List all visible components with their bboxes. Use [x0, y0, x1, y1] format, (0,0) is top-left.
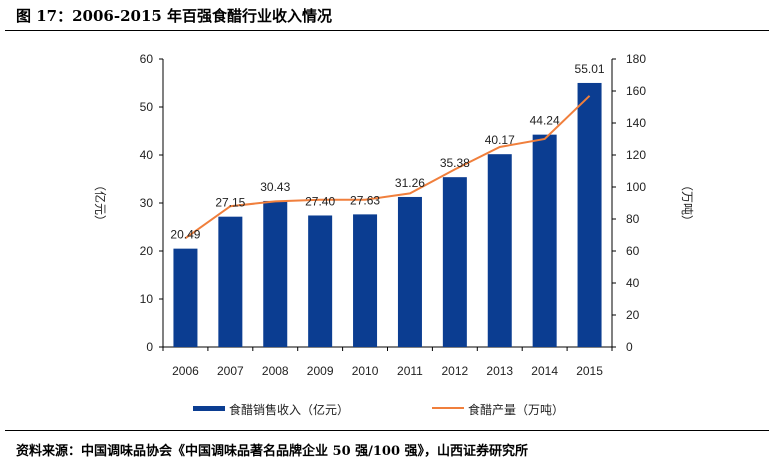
x-tick-label: 2007: [217, 364, 244, 378]
top-divider: [5, 30, 769, 31]
right-tick-label: 160: [626, 84, 646, 98]
data-label: 30.43: [260, 180, 290, 194]
right-tick-label: 20: [626, 308, 640, 322]
legend-line-label: 食醋产量（万吨）: [468, 402, 564, 417]
line-series: [184, 95, 591, 240]
left-tick-label: 0: [146, 340, 153, 354]
source-note: 资料来源：中国调味品协会《中国调味品著名品牌企业 50 强/100 强》，山西证…: [16, 444, 529, 459]
right-tick-label: 140: [626, 116, 646, 130]
left-tick-label: 50: [140, 100, 154, 114]
data-label: 27.40: [305, 194, 335, 208]
left-tick-label: 40: [140, 148, 154, 162]
right-tick-label: 100: [626, 180, 646, 194]
bar-2012: [442, 177, 467, 347]
bottom-divider: [5, 430, 769, 431]
data-label: 27.15: [215, 196, 245, 210]
right-tick-label: 60: [626, 244, 640, 258]
right-tick-label: 40: [626, 276, 640, 290]
right-axis-title: （万吨）: [680, 179, 694, 227]
data-label: 55.01: [575, 62, 605, 76]
legend-bar-swatch: [193, 406, 225, 411]
right-tick-label: 80: [626, 212, 640, 226]
bar-2006: [173, 248, 198, 347]
right-tick-label: 120: [626, 148, 646, 162]
x-tick-label: 2014: [531, 364, 558, 378]
x-tick-label: 2009: [307, 364, 334, 378]
right-tick-label: 0: [626, 340, 633, 354]
data-label: 40.17: [485, 133, 515, 147]
bar-2013: [487, 154, 512, 347]
data-label: 27.63: [350, 193, 380, 207]
x-tick-label: 2010: [352, 364, 379, 378]
bar-2010: [353, 214, 378, 347]
bar-2008: [263, 200, 288, 347]
x-tick-label: 2006: [172, 364, 199, 378]
x-tick-label: 2012: [441, 364, 468, 378]
right-tick-label: 180: [626, 52, 646, 66]
x-tick-label: 2015: [576, 364, 603, 378]
bar-2015: [577, 82, 602, 348]
figure-title: 图 17：2006-2015 年百强食醋行业收入情况: [16, 7, 333, 25]
x-tick-label: 2011: [397, 364, 423, 378]
bar-2011: [397, 196, 422, 347]
bar-2014: [532, 134, 557, 347]
left-tick-label: 30: [140, 196, 154, 210]
left-tick-label: 20: [140, 244, 154, 258]
bar-2007: [218, 216, 243, 347]
left-tick-label: 60: [140, 52, 154, 66]
left-axis-title: （亿元）: [93, 179, 108, 227]
data-label: 20.49: [170, 228, 200, 242]
x-tick-label: 2008: [262, 364, 289, 378]
x-tick-label: 2013: [486, 364, 513, 378]
data-label: 31.26: [395, 176, 425, 190]
bar-2009: [308, 215, 333, 347]
data-label: 44.24: [530, 114, 560, 128]
left-tick-label: 10: [140, 292, 154, 306]
combo-chart: 0 10 20 30 40 50 60 0 20 40 60 80 100 120 140 160 180 200…: [93, 52, 694, 417]
data-label: 35.38: [440, 156, 470, 170]
legend-bar-label: 食醋销售收入（亿元）: [229, 402, 349, 417]
